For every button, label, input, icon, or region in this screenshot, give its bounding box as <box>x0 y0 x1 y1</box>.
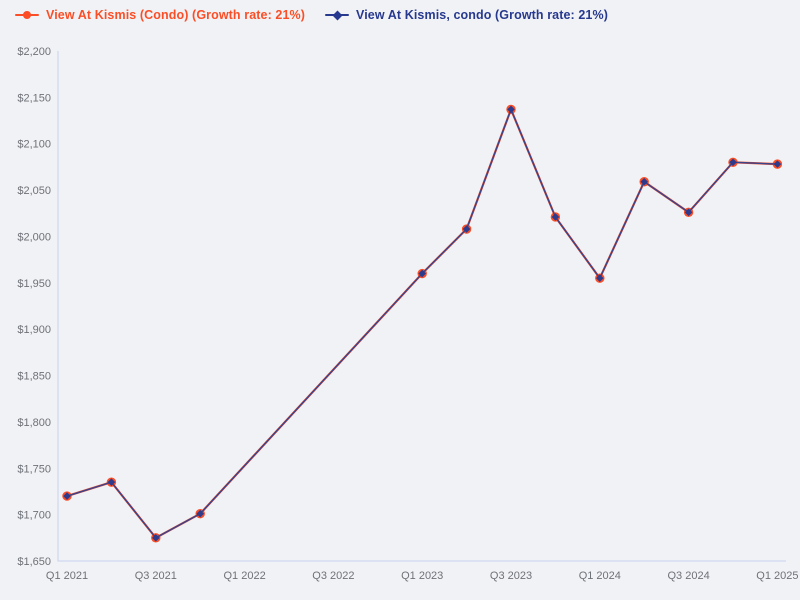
x-axis-tick-label: Q3 2024 <box>667 570 709 582</box>
x-axis-tick-label: Q1 2021 <box>46 570 88 582</box>
axis-lines <box>57 51 786 562</box>
x-axis-tick-label: Q1 2022 <box>223 570 265 582</box>
data-point-diamond[interactable] <box>418 269 426 278</box>
data-point-diamond[interactable] <box>640 177 648 186</box>
series-line-condo-orange <box>65 108 779 539</box>
y-axis-tick-label: $1,650 <box>17 556 51 568</box>
data-point-diamond[interactable] <box>462 225 471 233</box>
chart-legend: View At Kismis (Condo) (Growth rate: 21%… <box>15 8 608 22</box>
y-axis-tick-label: $2,050 <box>17 185 51 197</box>
legend-label-series-1: View At Kismis (Condo) (Growth rate: 21%… <box>46 8 305 22</box>
y-axis-tick-label: $2,200 <box>17 46 51 58</box>
y-axis-tick-label: $1,700 <box>17 510 51 522</box>
y-axis-tick-label: $1,800 <box>17 417 51 429</box>
x-axis-tick-label: Q1 2023 <box>401 570 443 582</box>
data-point-diamond[interactable] <box>684 208 693 217</box>
data-point-diamond[interactable] <box>107 478 116 486</box>
series-line-condo-navy <box>66 108 779 539</box>
data-point-diamond[interactable] <box>551 213 560 221</box>
data-point-diamond[interactable] <box>596 274 604 282</box>
y-axis-tick-label: $1,950 <box>17 278 51 290</box>
y-axis-tick-label: $1,750 <box>17 463 51 475</box>
x-axis-tick-label: Q3 2023 <box>490 570 532 582</box>
legend-item-series-1[interactable]: View At Kismis (Condo) (Growth rate: 21%… <box>15 8 305 22</box>
data-point-diamond[interactable] <box>773 160 782 168</box>
data-point-diamond[interactable] <box>152 534 160 542</box>
line-circle-marker-icon <box>15 9 39 21</box>
data-point-diamond[interactable] <box>729 158 737 167</box>
y-axis-tick-label: $2,100 <box>17 139 51 151</box>
legend-item-series-2[interactable]: View At Kismis, condo (Growth rate: 21%) <box>325 8 608 22</box>
x-axis-tick-label: Q3 2022 <box>312 570 354 582</box>
data-point-diamond[interactable] <box>196 509 204 518</box>
data-point-diamond[interactable] <box>507 105 515 114</box>
data-point-diamond[interactable] <box>63 492 71 500</box>
y-axis-tick-label: $1,900 <box>17 324 51 336</box>
x-axis-tick-label: Q3 2021 <box>135 570 177 582</box>
y-axis-tick-label: $2,000 <box>17 231 51 243</box>
x-axis-tick-label: Q1 2024 <box>579 570 621 582</box>
legend-label-series-2: View At Kismis, condo (Growth rate: 21%) <box>356 8 608 22</box>
line-diamond-marker-icon <box>325 9 349 21</box>
y-axis-tick-label: $1,850 <box>17 371 51 383</box>
x-axis-tick-label: Q1 2025 <box>756 570 798 582</box>
y-axis-tick-label: $2,150 <box>17 92 51 104</box>
